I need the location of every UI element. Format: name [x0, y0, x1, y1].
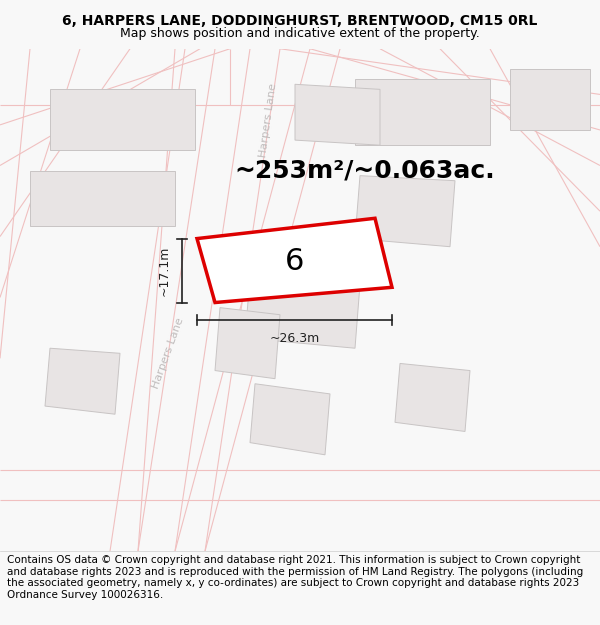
Polygon shape	[197, 218, 392, 302]
Polygon shape	[30, 171, 175, 226]
Text: ~26.3m: ~26.3m	[269, 332, 320, 344]
Text: ~253m²/~0.063ac.: ~253m²/~0.063ac.	[235, 159, 496, 182]
Text: Harpers Lane: Harpers Lane	[258, 82, 278, 158]
Polygon shape	[355, 79, 490, 145]
Text: ~17.1m: ~17.1m	[157, 246, 170, 296]
Text: 6, HARPERS LANE, DODDINGHURST, BRENTWOOD, CM15 0RL: 6, HARPERS LANE, DODDINGHURST, BRENTWOOD…	[62, 14, 538, 28]
Polygon shape	[395, 364, 470, 431]
Polygon shape	[250, 384, 330, 455]
Text: Map shows position and indicative extent of the property.: Map shows position and indicative extent…	[120, 28, 480, 41]
Polygon shape	[510, 69, 590, 130]
Text: Contains OS data © Crown copyright and database right 2021. This information is : Contains OS data © Crown copyright and d…	[7, 555, 583, 600]
Polygon shape	[355, 176, 455, 247]
Text: 6: 6	[285, 247, 304, 276]
Polygon shape	[295, 84, 380, 145]
Polygon shape	[45, 348, 120, 414]
Text: Harpers Lane: Harpers Lane	[151, 316, 185, 390]
Polygon shape	[50, 89, 195, 150]
Polygon shape	[215, 308, 280, 379]
Polygon shape	[245, 277, 360, 348]
